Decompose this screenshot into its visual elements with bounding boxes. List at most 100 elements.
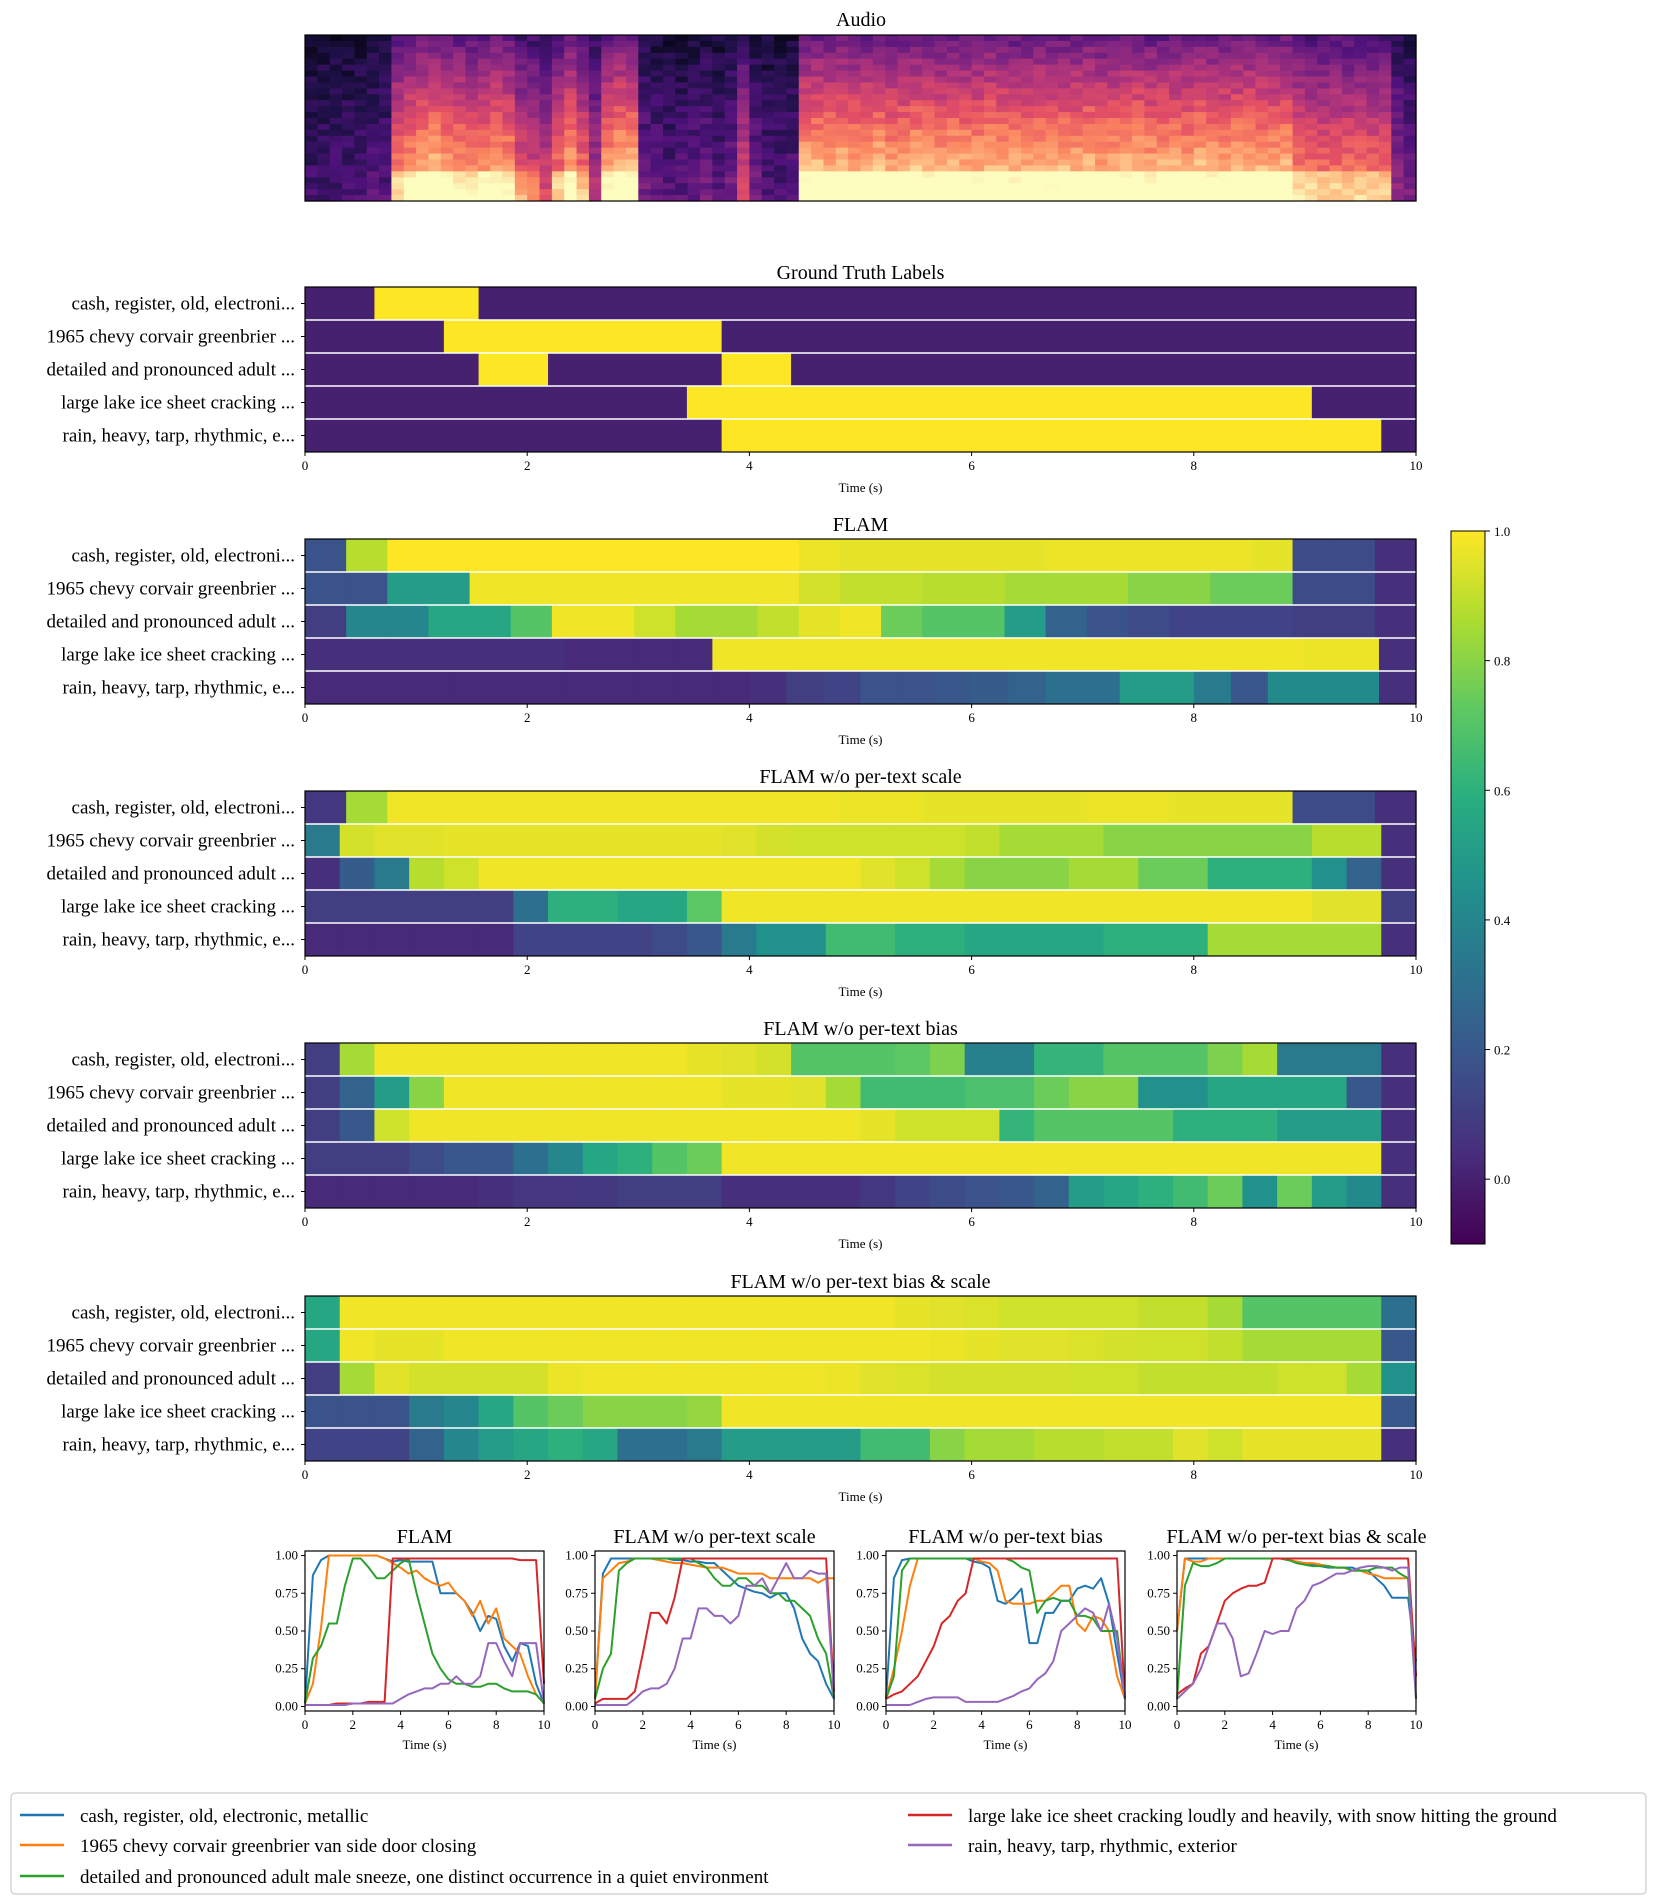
heatmap-cell xyxy=(825,1395,862,1428)
heatmap-cell xyxy=(895,1109,931,1142)
line-chart-title: FLAM w/o per-text bias & scale xyxy=(1166,1526,1426,1548)
heatmap-cell xyxy=(339,824,376,857)
heatmap-cell xyxy=(1346,287,1382,320)
heatmap-cell xyxy=(999,1329,1035,1362)
heatmap-cell xyxy=(1172,353,1209,386)
heatmap-cell xyxy=(617,1175,653,1208)
heatmap-cell xyxy=(825,353,862,386)
heatmap-cell xyxy=(860,1329,896,1362)
heatmap-cell xyxy=(1277,419,1313,452)
heatmap-frame xyxy=(304,1042,1417,1209)
heatmap-cell xyxy=(1277,353,1313,386)
heatmap-cell xyxy=(1034,353,1070,386)
heatmap-cell xyxy=(409,1395,445,1428)
heatmap-cell xyxy=(1346,1395,1382,1428)
heatmap-panel: FLAM w/o per-text bias & scale cash, regi… xyxy=(46,1271,1422,1504)
heatmap-cell xyxy=(1311,923,1348,956)
heatmap-cell xyxy=(1172,923,1209,956)
heatmap-cell xyxy=(1381,1362,1417,1395)
heatmap-cell xyxy=(1034,1362,1070,1395)
heatmap-cell xyxy=(548,320,584,353)
heatmap-cell xyxy=(1193,671,1232,704)
heatmap-cell xyxy=(756,1395,792,1428)
heatmap-cell xyxy=(999,386,1035,419)
heatmap-cell xyxy=(634,791,676,824)
heatmap-cell xyxy=(1374,605,1417,638)
heatmap-cell xyxy=(1381,1043,1417,1076)
heatmap-cell xyxy=(1346,1175,1382,1208)
heatmap-cell xyxy=(1311,1395,1348,1428)
heatmap-panel: FLAM w/o per-text scale cash, register, o… xyxy=(46,766,1422,999)
heatmap-cell xyxy=(409,923,445,956)
heatmap-cell xyxy=(791,1043,827,1076)
line-chart-frame xyxy=(594,1550,835,1712)
heatmap-cell xyxy=(721,890,757,923)
x-tick-label: 6 xyxy=(445,1717,452,1732)
heatmap-cell xyxy=(513,287,549,320)
heatmap-cell xyxy=(964,1109,1000,1142)
heatmap-cell xyxy=(825,1428,862,1461)
heatmap-cell xyxy=(721,1428,757,1461)
heatmap-title: FLAM w/o per-text bias & scale xyxy=(730,1271,990,1293)
heatmap-cell xyxy=(1103,1395,1139,1428)
heatmap-cell xyxy=(1207,1329,1244,1362)
heatmap-cell xyxy=(652,857,688,890)
heatmap-cell xyxy=(548,923,584,956)
heatmap-cell xyxy=(1251,605,1294,638)
heatmap-cell xyxy=(929,353,966,386)
heatmap-cell xyxy=(1277,1428,1313,1461)
heatmap-cell xyxy=(1156,671,1195,704)
heatmap-cell xyxy=(1068,353,1105,386)
heatmap-cell xyxy=(617,1043,653,1076)
legend-label: large lake ice sheet cracking loudly and… xyxy=(968,1806,1557,1827)
heatmap-cell xyxy=(1311,386,1348,419)
heatmap-cell xyxy=(964,1175,1000,1208)
x-axis-label: Time (s) xyxy=(839,1489,883,1504)
heatmap-cell xyxy=(443,1043,480,1076)
heatmap-cell xyxy=(513,1428,549,1461)
heatmap-cell xyxy=(1304,638,1343,671)
heatmap-cell xyxy=(652,1109,688,1142)
legend-frame xyxy=(10,1792,1647,1895)
line-chart-frame xyxy=(1176,1550,1417,1712)
x-tick-label: 6 xyxy=(968,458,975,473)
series-line xyxy=(885,1557,1126,1700)
line-chart-frame xyxy=(885,1550,1126,1712)
heatmap-cell xyxy=(478,386,514,419)
heatmap-cell xyxy=(582,1142,619,1175)
x-tick-label: 6 xyxy=(1026,1717,1033,1732)
heatmap-cell xyxy=(510,605,553,638)
y-tick-label: 1.00 xyxy=(565,1548,588,1563)
y-tick-label: 0.75 xyxy=(565,1585,588,1600)
row-label: rain, heavy, tarp, rhythmic, e... xyxy=(63,1435,296,1456)
heatmap-cell xyxy=(548,1395,584,1428)
heatmap-cell xyxy=(548,1362,584,1395)
heatmap-cell xyxy=(823,671,862,704)
heatmap-cell xyxy=(548,287,584,320)
row-label: large lake ice sheet cracking ... xyxy=(61,1402,295,1423)
heatmap-cell xyxy=(1034,923,1070,956)
heatmap-cell xyxy=(638,671,676,704)
heatmap-cell xyxy=(929,1043,966,1076)
heatmap-cell xyxy=(305,386,341,419)
row-label: large lake ice sheet cracking ... xyxy=(61,897,295,918)
heatmap-cell xyxy=(756,1109,792,1142)
heatmap-cell xyxy=(551,572,594,605)
heatmap-cell xyxy=(478,419,514,452)
x-tick-label: 0 xyxy=(302,1717,309,1732)
heatmap-cell xyxy=(652,1175,688,1208)
series-line xyxy=(885,1557,1126,1700)
x-tick-label: 2 xyxy=(350,1717,357,1732)
heatmap-cell xyxy=(1193,638,1232,671)
heatmap-cell xyxy=(652,1076,688,1109)
heatmap-cell xyxy=(1103,1428,1139,1461)
heatmap-cell xyxy=(999,320,1035,353)
row-label: 1965 chevy corvair greenbrier ... xyxy=(47,327,295,348)
legend-label: cash, register, old, electronic, metalli… xyxy=(80,1806,368,1827)
heatmap-cell xyxy=(1138,1142,1174,1175)
heatmap-cell xyxy=(999,1362,1035,1395)
heatmap-cell xyxy=(999,857,1035,890)
heatmap-cell xyxy=(379,638,417,671)
heatmap-cell xyxy=(582,1428,619,1461)
heatmap-cell xyxy=(443,386,480,419)
